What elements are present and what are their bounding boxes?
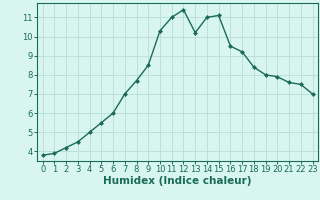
X-axis label: Humidex (Indice chaleur): Humidex (Indice chaleur) (103, 176, 252, 186)
